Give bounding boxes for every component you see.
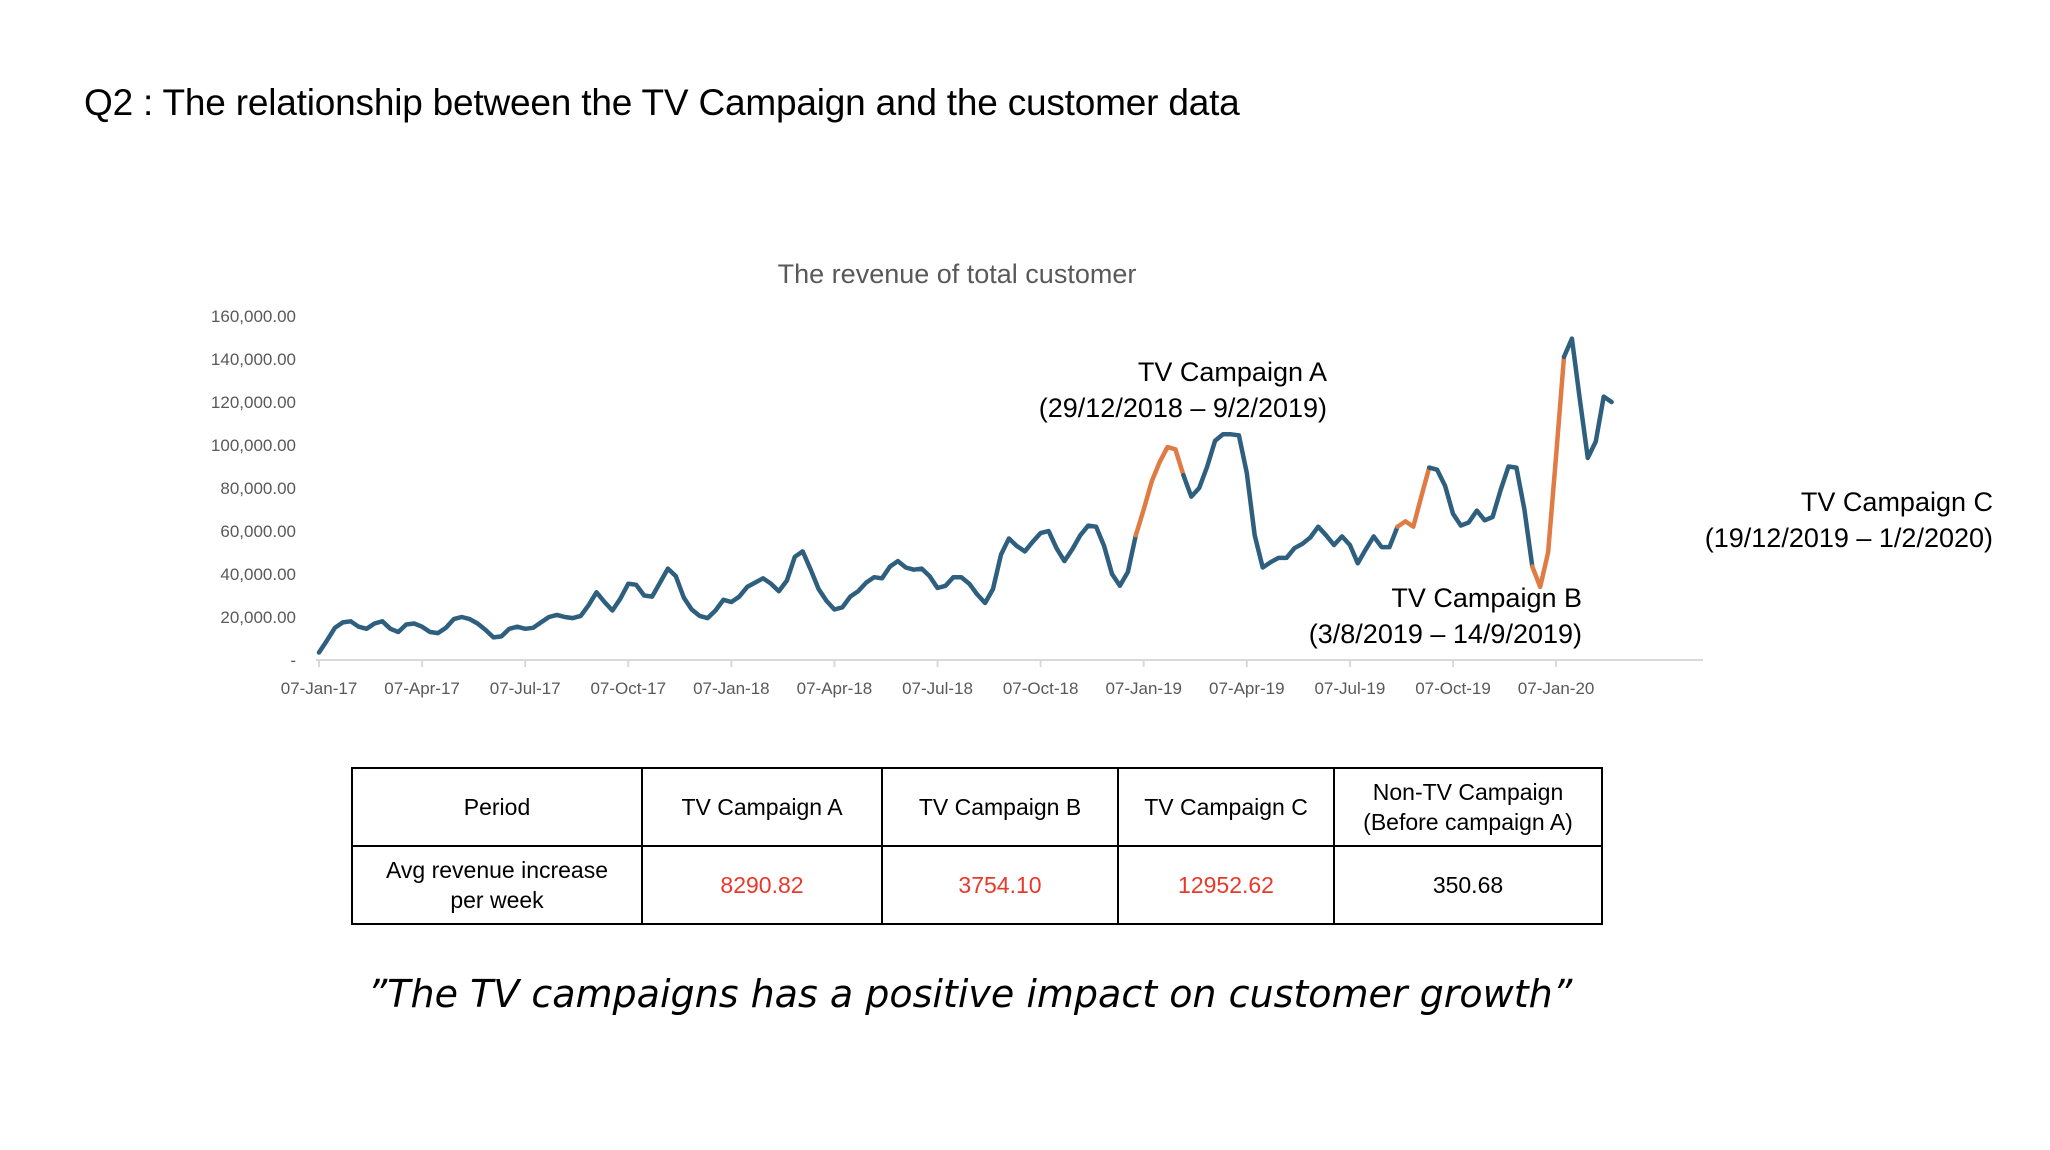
table-header-cell: Non-TV Campaign (Before campaign A)	[1333, 767, 1603, 847]
y-tick-label: 20,000.00	[220, 608, 296, 627]
revenue-line-segment	[1426, 464, 1535, 569]
x-tick-label: 07-Apr-18	[797, 679, 873, 698]
table-cell-campaign-a: 8290.82	[641, 845, 883, 925]
table-header-row: Period TV Campaign A TV Campaign B TV Ca…	[351, 767, 1603, 847]
table-header-cell: TV Campaign A	[641, 767, 883, 847]
table-cell-campaign-b: 3754.10	[881, 845, 1119, 925]
revenue-line-segment	[316, 523, 1139, 655]
y-tick-label: -	[290, 651, 296, 670]
table-header-cell: TV Campaign C	[1117, 767, 1335, 847]
revenue-line-segment	[1561, 336, 1614, 461]
annotation-campaign-c-title: TV Campaign C	[1800, 487, 1993, 517]
y-tick-label: 60,000.00	[220, 522, 296, 541]
x-tick-label: 07-Apr-19	[1209, 679, 1285, 698]
campaign-table: Period TV Campaign A TV Campaign B TV Ca…	[351, 767, 1603, 925]
x-axis: 07-Jan-17 07-Apr-17 07-Jul-17 07-Oct-17 07-J…	[281, 660, 1595, 698]
revenue-line-segment	[1181, 432, 1400, 570]
annotation-campaign-a-dates: (29/12/2018 – 9/2/2019)	[1038, 393, 1327, 423]
x-tick-label: 07-Jan-19	[1105, 679, 1182, 698]
table-header-cell: TV Campaign B	[881, 767, 1119, 847]
y-tick-label: 100,000.00	[211, 436, 296, 455]
x-tick-label: 07-Jul-17	[490, 679, 561, 698]
table-header-cell: Period	[351, 767, 643, 847]
annotation-campaign-a-title: TV Campaign A	[1137, 357, 1327, 387]
chart-title: The revenue of total customer	[778, 259, 1137, 289]
table-cell-non-tv: 350.68	[1333, 845, 1603, 925]
x-tick-label: 07-Jan-17	[281, 679, 358, 698]
annotation-campaign-b-title: TV Campaign B	[1391, 583, 1582, 613]
y-tick-label: 80,000.00	[220, 479, 296, 498]
y-tick-label: 140,000.00	[211, 350, 296, 369]
annotation-campaign-a: TV Campaign A (29/12/2018 – 9/2/2019)	[1039, 354, 1327, 426]
x-tick-label: 07-Jan-18	[693, 679, 770, 698]
table-row: Avg revenue increase per week 8290.82 37…	[351, 845, 1603, 925]
y-tick-label: 40,000.00	[220, 565, 296, 584]
annotation-campaign-b-dates: (3/8/2019 – 14/9/2019)	[1308, 619, 1582, 649]
x-tick-label: 07-Jul-18	[902, 679, 973, 698]
annotation-campaign-b: TV Campaign B (3/8/2019 – 14/9/2019)	[1309, 580, 1582, 652]
x-tick-label: 07-Jan-20	[1518, 679, 1595, 698]
x-tick-label: 07-Apr-17	[384, 679, 460, 698]
x-tick-label: 07-Oct-19	[1415, 679, 1491, 698]
revenue-chart: The revenue of total customer - 20,000.00…	[211, 259, 1703, 698]
conclusion-quote: ”The TV campaigns has a positive impact …	[367, 972, 1573, 1016]
slide-title: Q2 : The relationship between the TV Cam…	[84, 82, 1240, 123]
x-tick-label: 07-Oct-17	[590, 679, 666, 698]
table-cell-campaign-c: 12952.62	[1117, 845, 1335, 925]
campaign-line-segment	[1395, 465, 1432, 529]
x-tick-label: 07-Oct-18	[1003, 679, 1079, 698]
y-axis: - 20,000.00 40,000.00 60,000.00 80,000.00 100…	[211, 307, 296, 670]
annotation-campaign-c-dates: (19/12/2019 – 1/2/2020)	[1704, 523, 1993, 553]
y-tick-label: 120,000.00	[211, 393, 296, 412]
x-tick-label: 07-Jul-19	[1314, 679, 1385, 698]
campaign-line-segment	[1133, 444, 1186, 538]
campaign-line-segment	[1530, 354, 1567, 590]
series-lines	[316, 336, 1614, 655]
table-row-label: Avg revenue increase per week	[351, 845, 643, 925]
annotation-campaign-c: TV Campaign C (19/12/2019 – 1/2/2020)	[1705, 484, 1993, 556]
y-tick-label: 160,000.00	[211, 307, 296, 326]
